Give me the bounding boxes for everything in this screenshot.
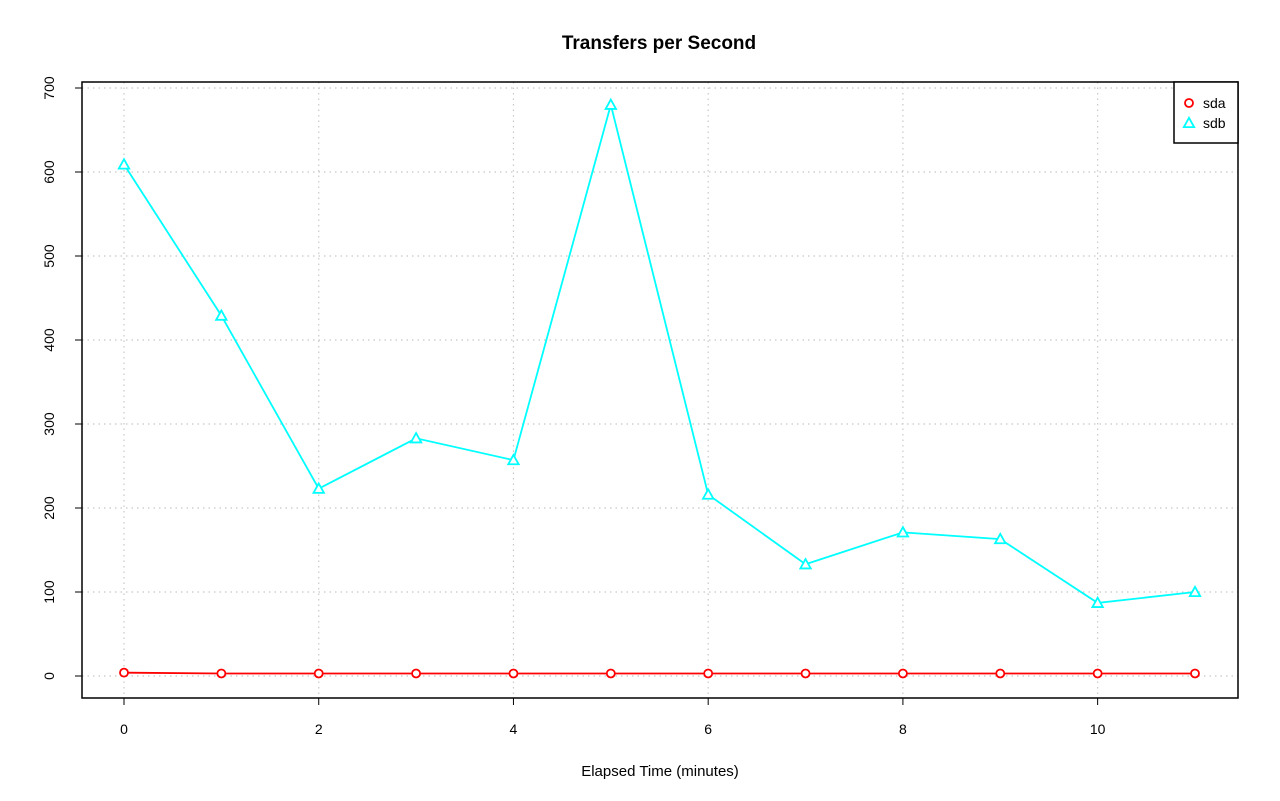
series-sda [119, 667, 1200, 679]
y-tick-label: 500 [41, 244, 57, 268]
data-point-sdb [604, 97, 618, 110]
legend: sda sdb [1173, 81, 1239, 144]
x-tick-label: 10 [1090, 721, 1106, 737]
y-tick-label: 600 [41, 160, 57, 184]
chart-title: Transfers per Second [562, 33, 756, 54]
series-layer [117, 97, 1202, 679]
y-tick-label: 700 [41, 76, 57, 100]
data-point-sda [898, 668, 908, 679]
data-point-sdb [214, 308, 229, 321]
data-point-sda [800, 668, 811, 679]
plot-frame [81, 81, 1239, 699]
y-tick-label: 0 [41, 672, 57, 680]
x-axis: 0 2 4 6 8 10 [120, 698, 1106, 737]
data-point-sdb [896, 525, 910, 538]
legend-box [1173, 81, 1239, 144]
series-sdb [117, 97, 1202, 608]
data-point-sda [1092, 668, 1103, 679]
legend-label-sdb: sdb [1203, 115, 1226, 131]
x-tick-label: 0 [120, 721, 128, 737]
x-tick-label: 2 [315, 721, 323, 737]
data-point-sda [508, 668, 519, 679]
data-point-sdb [409, 431, 423, 444]
legend-label-sda: sda [1203, 95, 1226, 111]
data-point-sdb [1090, 595, 1105, 608]
data-point-sdb [117, 157, 131, 170]
data-point-sda [605, 668, 616, 679]
x-tick-label: 6 [704, 721, 712, 737]
x-tick-label: 8 [899, 721, 907, 737]
data-point-sdb [311, 481, 326, 494]
y-tick-label: 100 [41, 580, 57, 604]
data-point-sda [411, 668, 421, 679]
data-point-sda [1190, 668, 1200, 679]
series-line-sda [123, 671, 1195, 675]
legend-marker-sdb [1182, 115, 1196, 129]
y-tick-label: 400 [41, 328, 57, 352]
grid [82, 82, 1238, 698]
data-point-sdb [701, 487, 715, 500]
x-axis-label: Elapsed Time (minutes) [581, 763, 739, 780]
y-tick-label: 200 [41, 496, 57, 520]
data-point-sda [119, 667, 129, 678]
series-line-sdb [123, 101, 1196, 604]
y-tick-label: 300 [41, 412, 57, 436]
data-point-sda [995, 668, 1006, 679]
data-point-sdb [993, 532, 1008, 545]
x-tick-label: 4 [510, 721, 518, 737]
legend-marker-sda [1184, 98, 1194, 108]
data-point-sda [216, 668, 227, 679]
data-point-sda [313, 668, 324, 679]
data-point-sdb [506, 453, 521, 466]
data-point-sda [703, 668, 714, 679]
data-point-sdb [798, 557, 813, 570]
data-point-sdb [1188, 584, 1202, 598]
y-axis: 0 100 200 300 400 500 600 700 [41, 76, 82, 680]
